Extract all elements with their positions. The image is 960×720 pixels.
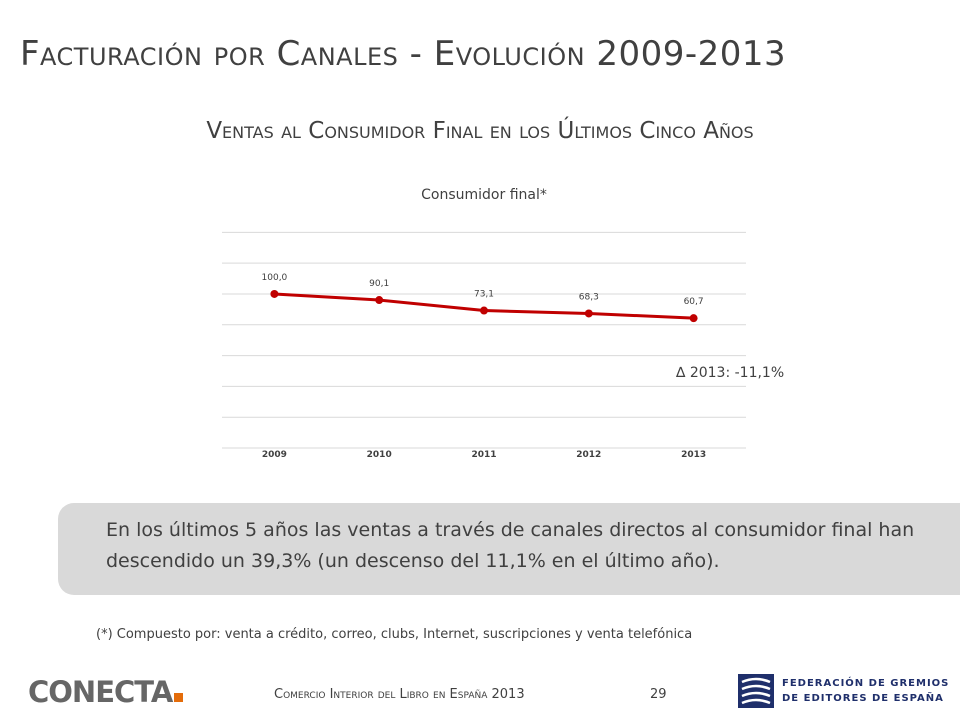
federation-line-1: FEDERACIÓN DE GREMIOS: [782, 678, 950, 689]
logo-square-icon: [174, 693, 184, 702]
page-number: 29: [650, 687, 667, 702]
x-tick-2012: 2012: [576, 450, 601, 460]
x-tick-2010: 2010: [367, 450, 392, 460]
data-point-2011: [480, 306, 488, 315]
summary-callout: En los últimos 5 años las ventas a travé…: [58, 503, 960, 595]
data-label-2013: 60,7: [684, 297, 704, 307]
line-chart: Consumidor final* 100,090,173,1 68,3 60,7 …: [222, 187, 784, 460]
data-label-2011: 73,1: [474, 290, 494, 300]
federation-emblem-icon: [738, 674, 774, 708]
federation-logo: FEDERACIÓN DE GREMIOS DE EDITORES DE ESP…: [738, 674, 948, 710]
data-label-2010: 90,1: [369, 279, 389, 289]
slide-subtitle: Ventas al Consumidor Final en los Último…: [206, 118, 754, 144]
chart-gridlines: [222, 231, 746, 449]
data-point-2012: [584, 309, 593, 318]
federation-name: FEDERACIÓN DE GREMIOS DE EDITORES DE ESP…: [782, 676, 949, 706]
footnote: (*) Compuesto por: venta a crédito, corr…: [96, 627, 693, 642]
chart-title: Consumidor final*: [421, 187, 547, 203]
slide-title: Facturación por Canales - Evolución 2009…: [20, 34, 787, 74]
x-tick-2011: 2011: [471, 450, 496, 460]
conecta-logo-text: CONECTA: [28, 675, 173, 709]
chart-x-axis-labels: 2009 2010 2011 2012 2013: [262, 450, 706, 460]
x-tick-2009: 2009: [262, 450, 287, 460]
delta-annotation: ∆ 2013: -11,1%: [675, 365, 784, 381]
chart-series: [270, 289, 698, 323]
data-point-2013: [689, 314, 698, 323]
data-point-2009: [270, 289, 279, 298]
summary-text: En los últimos 5 años las ventas a travé…: [106, 519, 915, 572]
x-tick-2013: 2013: [681, 450, 706, 460]
data-label-2009: 100,0: [262, 273, 288, 283]
data-point-2010: [375, 296, 384, 305]
conecta-logo: CONECTA: [28, 675, 184, 709]
footer-text: Comercio Interior del Libro en España 20…: [274, 687, 525, 702]
chart-data-labels: 100,0 90,1 73,1 68,3 60,7: [262, 273, 704, 307]
data-label-2012: 68,3: [579, 292, 599, 302]
federation-line-2: DE EDITORES DE ESPAÑA: [782, 693, 944, 704]
